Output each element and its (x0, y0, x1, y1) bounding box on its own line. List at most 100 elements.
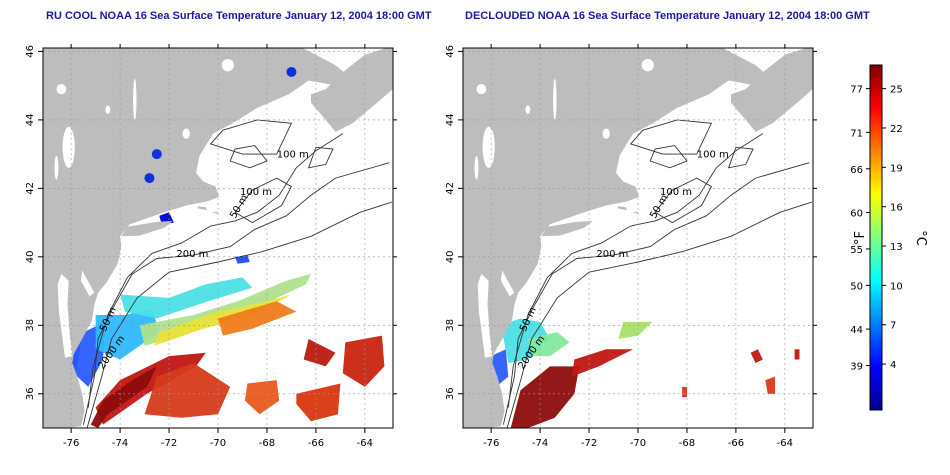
celsius-tick-label: 19 (890, 163, 903, 174)
lake (482, 126, 495, 168)
longitude-tick-label: -72 (161, 438, 177, 449)
latitude-tick-label: 46 (25, 45, 36, 58)
fahrenheit-unit-label: °F (853, 231, 868, 245)
longitude-tick-label: -76 (63, 438, 79, 449)
fahrenheit-tick-label: 71 (850, 128, 863, 139)
nova-scotia (731, 48, 813, 132)
longitude-tick-label: -72 (581, 438, 597, 449)
latitude-tick-label: 36 (25, 387, 36, 400)
lake (474, 155, 479, 180)
longitude-tick-label: -70 (210, 438, 226, 449)
bathymetry-contour (229, 145, 268, 169)
lake (56, 83, 67, 95)
bathymetry-contour (654, 177, 712, 224)
sst-patch (527, 332, 570, 357)
celsius-tick-label: 7 (890, 321, 896, 332)
bathymetry-contour (209, 119, 293, 155)
sst-patch (144, 363, 231, 418)
sst-patch (120, 277, 253, 319)
mainland (463, 48, 776, 428)
long-island (541, 220, 593, 237)
bathymetry-contour (629, 119, 713, 155)
sst-patch (244, 380, 280, 415)
latitude-tick-label: 46 (445, 45, 456, 58)
celsius-tick-label: 4 (890, 360, 896, 371)
fahrenheit-tick-label: 44 (850, 325, 863, 336)
fahrenheit-tick-label: 39 (850, 362, 863, 373)
island (631, 211, 640, 214)
delaware-bay (80, 270, 95, 297)
bathymetry-contour (87, 133, 344, 408)
longitude-tick-label: -68 (679, 438, 695, 449)
bathymetry-contour (234, 177, 292, 224)
nova-scotia (311, 48, 393, 132)
lake (182, 128, 190, 139)
longitude-tick-label: -64 (777, 438, 793, 449)
bathymetry-contour (507, 133, 764, 408)
sst-patch (510, 366, 580, 428)
lake (476, 83, 487, 95)
celsius-tick-label: 10 (890, 281, 903, 292)
sst-patch (303, 339, 336, 367)
longitude-tick-label: -68 (259, 438, 275, 449)
bathymetry-contour (502, 162, 810, 425)
mainland (43, 48, 356, 428)
lake (133, 78, 137, 120)
latitude-tick-label: 42 (25, 182, 36, 195)
longitude-tick-label: -64 (357, 438, 373, 449)
longitude-tick-label: -74 (532, 438, 548, 449)
sst-patch (95, 308, 160, 360)
longitude-tick-label: -70 (630, 438, 646, 449)
island (197, 206, 207, 211)
longitude-tick-label: -66 (728, 438, 744, 449)
temperature-colorbar: 25 22 19 16 13 10 7 4 77 71 66 60 55 50 44 39 °F °C (850, 64, 928, 411)
bathymetry-contour (86, 201, 392, 428)
latitude-tick-label: 44 (25, 114, 36, 127)
sst-patch (342, 335, 385, 387)
lake (105, 105, 111, 114)
latitude-tick-label: 36 (445, 387, 456, 400)
celsius-tick-label: 22 (890, 124, 903, 135)
celsius-tick-label: 25 (890, 85, 903, 96)
lake (553, 78, 557, 120)
latitude-tick-label: 38 (445, 319, 456, 332)
celsius-tick-label: 13 (890, 242, 903, 253)
delaware-bay (500, 270, 515, 297)
celsius-unit-label: °C (913, 230, 928, 246)
latitude-tick-label: 40 (25, 250, 36, 263)
contour-label: 100 m (660, 187, 692, 198)
chesapeake-bay (57, 273, 73, 358)
sst-patch (296, 383, 341, 422)
island (617, 206, 627, 211)
bathymetry-contour (82, 162, 390, 425)
sst-patch (151, 149, 162, 160)
contour-label: 100 m (697, 150, 729, 161)
contour-label: 200 m (176, 249, 208, 260)
long-island (121, 220, 173, 237)
sst-patch (618, 321, 653, 339)
lake (641, 58, 654, 72)
lake (221, 58, 234, 72)
fahrenheit-tick-label: 60 (850, 209, 863, 220)
sst-patch (90, 366, 157, 428)
fahrenheit-tick-label: 66 (850, 165, 863, 176)
sst-patch (286, 66, 297, 77)
sst-patch (794, 349, 800, 360)
bathymetry-contour (506, 201, 812, 428)
celsius-tick-label: 16 (890, 203, 903, 214)
sst-patch (218, 301, 297, 336)
bathymetry-contour (727, 146, 754, 169)
contour-label: 200 m (596, 249, 628, 260)
fahrenheit-tick-label: 55 (850, 245, 863, 256)
chesapeake-bay (477, 273, 493, 358)
latitude-tick-label: 42 (445, 182, 456, 195)
fahrenheit-tick-label: 77 (850, 85, 863, 96)
lake (62, 126, 75, 168)
island (211, 211, 220, 214)
left-panel-title: RU COOL NOAA 16 Sea Surface Temperature … (46, 10, 432, 22)
longitude-tick-label: -66 (308, 438, 324, 449)
bathymetry-contour (649, 145, 688, 169)
sst-patch (682, 386, 687, 398)
latitude-tick-label: 44 (445, 114, 456, 127)
